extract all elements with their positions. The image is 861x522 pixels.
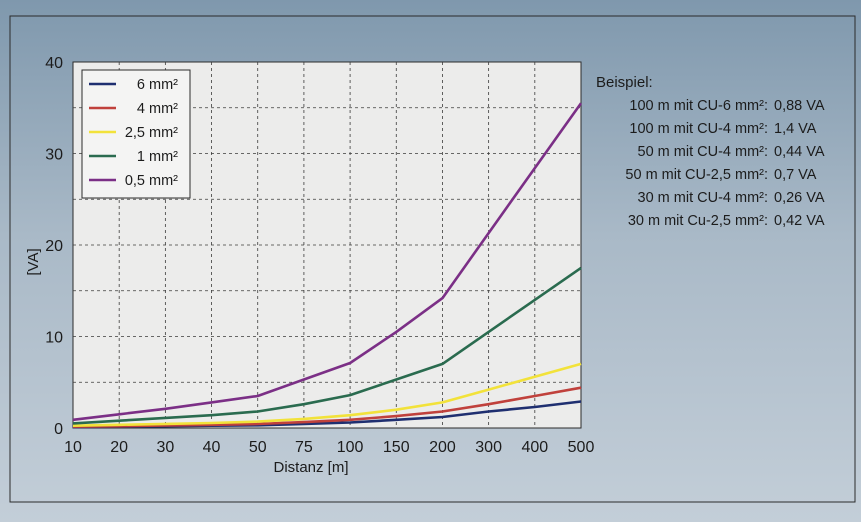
series-line: [72, 102, 583, 422]
example-row-value: 0,42 VA: [774, 213, 825, 229]
y-tick-label: 30: [45, 147, 63, 164]
example-row-label: 50 m mit CU-2,5 mm²:: [625, 167, 768, 183]
y-axis-label: [VA]: [25, 248, 42, 275]
x-tick-label: 40: [203, 439, 221, 456]
example-row-label: 50 m mit CU-4 mm²:: [638, 144, 769, 160]
legend-label: 2,5 mm²: [125, 125, 178, 141]
series-lines: [72, 102, 583, 429]
x-tick-label: 30: [156, 439, 174, 456]
x-tick-label: 300: [475, 439, 502, 456]
y-tick-label: 0: [54, 421, 63, 438]
x-tick-label: 50: [249, 439, 267, 456]
example-row-value: 0,44 VA: [774, 144, 825, 160]
x-tick-label: 200: [429, 439, 456, 456]
legend-label: 4 mm²: [137, 101, 178, 117]
legend-label: 0,5 mm²: [125, 173, 178, 189]
x-tick-label: 400: [521, 439, 548, 456]
x-tick-label: 500: [568, 439, 595, 456]
y-tick-label: 10: [45, 330, 63, 347]
x-tick-labels: 10 20 30 40 50 75 100 150 200 300 400 500: [64, 439, 594, 456]
series-line: [72, 362, 582, 427]
y-tick-label: 40: [45, 55, 63, 72]
example-row-value: 0,7 VA: [774, 167, 817, 183]
series-line: [72, 266, 582, 425]
series-line: [72, 386, 582, 428]
example-block: Beispiel: 100 m mit CU-6 mm²: 0,88 VA 100 …: [596, 74, 825, 229]
example-row-label: 100 m mit CU-6 mm²:: [629, 98, 768, 114]
x-tick-label: 75: [295, 439, 313, 456]
y-tick-label: 20: [45, 238, 63, 255]
legend-box: [81, 69, 191, 199]
legend-label: 6 mm²: [137, 77, 178, 93]
example-row-label: 30 m mit CU-4 mm²:: [638, 190, 769, 206]
legend-label: 1 mm²: [137, 149, 178, 165]
x-axis-label: Distanz [m]: [273, 459, 348, 476]
example-row-value: 1,4 VA: [774, 121, 817, 137]
example-row-value: 0,88 VA: [774, 98, 825, 114]
x-tick-label: 150: [383, 439, 410, 456]
example-title: Beispiel:: [596, 74, 653, 91]
x-tick-label: 100: [337, 439, 364, 456]
x-tick-label: 10: [64, 439, 82, 456]
legend: 6 mm² 4 mm² 2,5 mm² 1 mm² 0,5 mm²: [81, 69, 191, 199]
example-row-label: 30 m mit Cu-2,5 mm²:: [628, 213, 768, 229]
y-tick-labels: 0 10 20 30 40: [45, 55, 63, 438]
x-tick-label: 20: [110, 439, 128, 456]
panel-border: [9, 15, 856, 503]
example-row-label: 100 m mit CU-4 mm²:: [629, 121, 768, 137]
example-row-value: 0,26 VA: [774, 190, 825, 206]
